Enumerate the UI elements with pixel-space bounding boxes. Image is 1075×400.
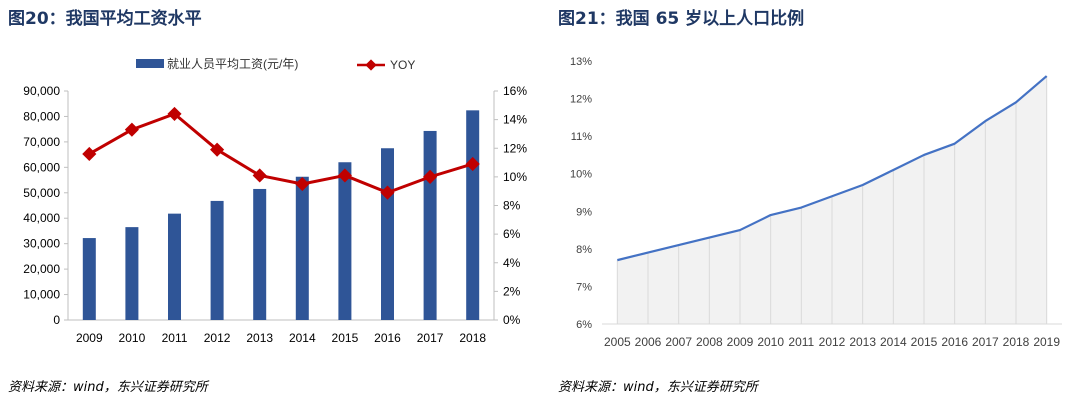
wage-bar-2009 — [82, 238, 96, 320]
x-tick-label: 2012 — [819, 335, 846, 349]
left-y-tick-label: 60,000 — [23, 160, 60, 174]
y-tick-label: 9% — [576, 206, 592, 218]
yoy-point-2009 — [82, 146, 97, 162]
x-tick-label: 2016 — [941, 335, 968, 349]
x-tick-label: 2011 — [162, 331, 188, 345]
y-tick-label: 7% — [576, 281, 592, 293]
left-y-tick-label: 40,000 — [23, 211, 60, 225]
right-source-note: 资料来源：wind，东兴证券研究所 — [558, 380, 758, 395]
left-y-tick-label: 20,000 — [23, 262, 60, 276]
left-chart-wage: 就业人员平均工资(元/年) YOY 0 10,000 20,000 30,000 40,… — [23, 57, 527, 345]
x-tick-label: 2009 — [76, 331, 103, 345]
right-chart-elderly: 6% 7% 8% 9% 10% 11% 12% 13% 2005 2006 2007 2008 2009… — [570, 56, 1062, 349]
wage-bar-2015 — [338, 162, 352, 320]
yoy-point-2012 — [210, 142, 225, 157]
left-y-tick-label: 10,000 — [23, 288, 60, 302]
wage-bar-2018 — [466, 110, 480, 321]
y-tick-label: 11% — [571, 131, 592, 143]
legend-swatch-wage — [136, 59, 164, 68]
right-y-tick-label: 4% — [503, 256, 521, 270]
x-tick-label: 2017 — [972, 335, 999, 349]
wage-bar-2017 — [423, 130, 437, 320]
left-figure-title: 图20：我国平均工资水平 — [8, 9, 202, 29]
right-y-tick-label: 10% — [503, 170, 527, 184]
x-tick-label: 2007 — [665, 335, 692, 349]
left-y-tick-label: 0 — [53, 313, 60, 327]
x-tick-label: 2016 — [374, 331, 401, 345]
right-y-tick-label: 8% — [503, 199, 521, 213]
x-tick-label: 2010 — [757, 335, 784, 349]
yoy-point-2016 — [380, 185, 395, 200]
wage-bar-2013 — [253, 188, 267, 320]
x-tick-label: 2009 — [727, 335, 754, 349]
yoy-point-2018 — [465, 156, 480, 172]
x-tick-label: 2006 — [635, 335, 662, 349]
y-tick-label: 6% — [576, 319, 592, 331]
right-y-tick-label: 2% — [503, 284, 521, 298]
right-y-tick-label: 6% — [503, 227, 521, 241]
wage-bar-2010 — [125, 227, 139, 320]
x-tick-label: 2019 — [1033, 335, 1060, 349]
x-tick-label: 2011 — [788, 335, 814, 349]
right-y-tick-label: 16% — [503, 84, 527, 98]
x-tick-label: 2014 — [880, 335, 907, 349]
x-tick-label: 2005 — [604, 335, 631, 349]
legend-marker-yoy — [365, 59, 377, 71]
x-tick-label: 2012 — [204, 331, 231, 345]
right-y-tick-label: 14% — [503, 113, 527, 127]
legend-label-yoy: YOY — [390, 58, 415, 72]
yoy-point-2013 — [252, 168, 267, 183]
y-tick-label: 8% — [576, 244, 592, 256]
y-tick-label: 12% — [570, 94, 592, 106]
left-y-tick-label: 30,000 — [23, 237, 60, 251]
legend-label-wage: 就业人员平均工资(元/年) — [167, 57, 298, 71]
yoy-point-2014 — [295, 176, 310, 192]
x-tick-label: 2017 — [417, 331, 444, 345]
left-y-tick-label: 80,000 — [23, 109, 60, 123]
right-figure-title: 图21：我国 65 岁以上人口比例 — [558, 9, 805, 29]
y-tick-label: 10% — [570, 169, 592, 181]
x-tick-label: 2015 — [911, 335, 938, 349]
wage-bar-2014 — [295, 176, 309, 320]
yoy-point-2017 — [423, 169, 438, 184]
yoy-point-2015 — [337, 168, 352, 183]
wage-bar-2016 — [381, 148, 394, 320]
wage-bar-2011 — [168, 213, 181, 320]
yoy-line — [88, 112, 474, 195]
wage-bar-2012 — [210, 200, 224, 320]
left-y-tick-label: 50,000 — [23, 186, 60, 200]
x-tick-label: 2008 — [696, 335, 723, 349]
x-tick-label: 2013 — [246, 331, 273, 345]
right-y-tick-label: 12% — [503, 141, 527, 155]
x-tick-label: 2018 — [1003, 335, 1030, 349]
x-tick-label: 2014 — [289, 331, 316, 345]
x-tick-label: 2018 — [459, 331, 486, 345]
y-tick-label: 13% — [570, 56, 592, 68]
yoy-point-2010 — [124, 122, 139, 137]
left-source-note: 资料来源：wind，东兴证券研究所 — [8, 380, 208, 395]
left-y-tick-label: 70,000 — [23, 135, 60, 149]
x-tick-label: 2010 — [119, 331, 146, 345]
right-y-tick-label: 0% — [503, 313, 521, 327]
elderly-ratio-line — [617, 75, 1048, 262]
x-tick-label: 2013 — [849, 335, 876, 349]
left-y-tick-label: 90,000 — [23, 84, 60, 98]
x-tick-label: 2015 — [332, 331, 359, 345]
